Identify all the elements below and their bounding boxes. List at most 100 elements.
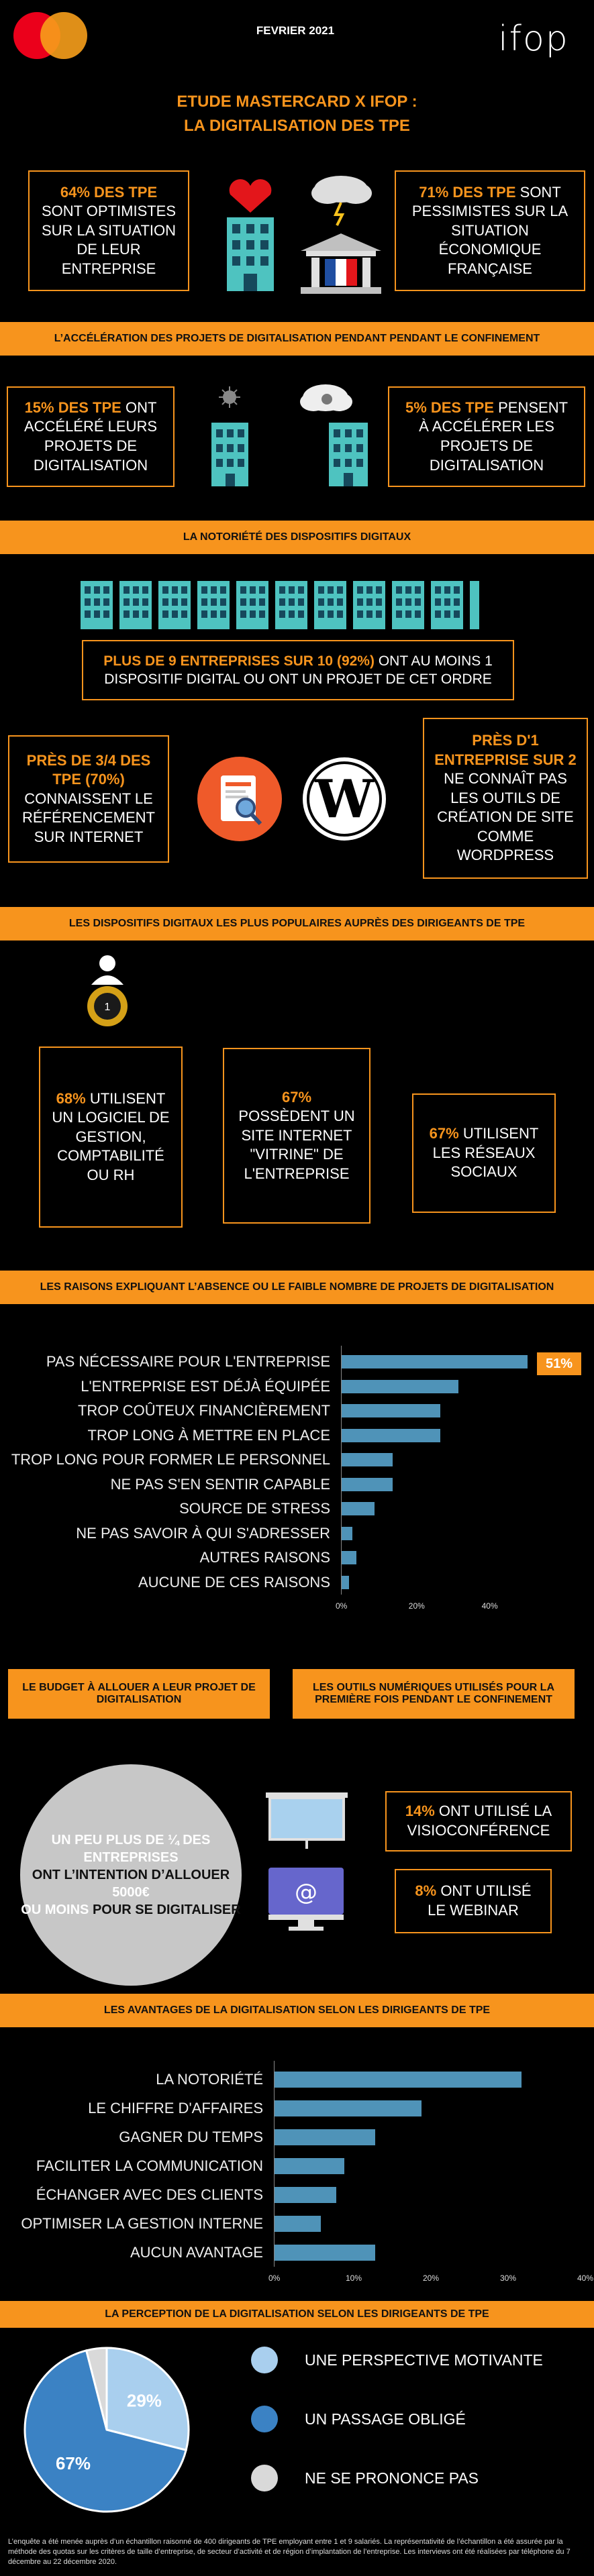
- bar: [342, 1355, 528, 1369]
- stat-webinar: 8% ONT UTILISÉ LE WEBINAR: [395, 1869, 552, 1933]
- stat-optimistic: 64% DES TPE SONT OPTIMISTES SUR LA SITUA…: [28, 170, 189, 291]
- advantages-bar-chart: LA NOTORIÉTÉ LE CHIFFRE D'AFFAIRES GAGNER …: [0, 2058, 594, 2297]
- seo-icon: [197, 757, 282, 841]
- bar-label: PAS NÉCESSAIRE POUR L'ENTREPRISE: [46, 1353, 330, 1371]
- legend-swatch: [251, 2406, 278, 2432]
- tick-label: 30%: [500, 2273, 517, 2283]
- bar-label: NE PAS SAVOIR À QUI S'ADRESSER: [76, 1524, 330, 1542]
- section-perception-banner: LA PERCEPTION DE LA DIGITALISATION SELON…: [0, 2301, 594, 2328]
- virus-building-illustration: [211, 386, 248, 486]
- methodology-footnote: L’enquête a été menée auprès d’un échant…: [8, 2538, 571, 2566]
- budget-title: LE BUDGET À ALLOUER A LEUR PROJET DE DIG…: [8, 1669, 270, 1719]
- bar-label: SOURCE DE STRESS: [179, 1500, 330, 1517]
- tick-label: 20%: [408, 1601, 425, 1611]
- building-icon: [353, 581, 385, 629]
- budget-circle: UN PEU PLUS DE ¼ DES ENTREPRISES ONT L’I…: [20, 1764, 242, 1986]
- bar: [342, 1379, 459, 1393]
- bar: [342, 1404, 440, 1418]
- bar: [275, 2071, 522, 2088]
- tick-label: 40%: [577, 2273, 594, 2283]
- stat-pessimistic: 71% DES TPE SONT PESSIMISTES SUR LA SITU…: [395, 170, 585, 291]
- building-icon: [470, 581, 479, 629]
- bar: [275, 2157, 344, 2174]
- bar-label: TROP LONG À METTRE EN PLACE: [87, 1426, 330, 1444]
- stat-social-networks: 67% UTILISENT LES RÉSEAUX SOCIAUX: [412, 1093, 556, 1213]
- building-icon: [314, 581, 346, 629]
- svg-text:1: 1: [105, 1002, 111, 1013]
- pie-slice: [105, 2347, 190, 2452]
- legend-label: NE SE PRONONCE PAS: [305, 2469, 479, 2487]
- legend-item: NE SE PRONONCE PAS: [251, 2465, 479, 2491]
- medal-person-icon: 1: [87, 955, 128, 1026]
- bar: [275, 2215, 321, 2232]
- legend-swatch: [251, 2465, 278, 2491]
- pie-slice: [23, 2349, 187, 2513]
- bar: [342, 1551, 356, 1565]
- stat-wordpress: PRÈS D'1 ENTREPRISE SUR 2 NE CONNAÎT PAS…: [423, 718, 588, 879]
- visio-screen-icon: [266, 1792, 348, 1849]
- reasons-callout: 51%: [537, 1352, 581, 1375]
- bar: [275, 2244, 375, 2261]
- tick-label: 40%: [481, 1601, 498, 1611]
- cloud-virus-building-illustration: [300, 384, 368, 486]
- legend-item: UN PASSAGE OBLIGÉ: [251, 2406, 466, 2432]
- perception-pie-chart: 29% 67%: [23, 2347, 190, 2513]
- storm-bank-illustration: [301, 176, 381, 294]
- bar: [342, 1428, 440, 1442]
- wordpress-icon: W: [303, 757, 386, 841]
- buildings-row-illustration: [81, 581, 479, 629]
- legend-item: UNE PERSPECTIVE MOTIVANTE: [251, 2347, 543, 2373]
- building-icon: [81, 581, 113, 629]
- building-icon: [119, 581, 152, 629]
- svg-text:@: @: [295, 1879, 317, 1906]
- tick-label: 10%: [346, 2273, 362, 2283]
- bar-label: AUCUNE DE CES RAISONS: [138, 1573, 330, 1591]
- mastercard-logo: [13, 12, 87, 59]
- report-date: FEVRIER 2021: [256, 24, 335, 37]
- stat-software: 68% UTILISENT UN LOGICIEL DE GESTION, CO…: [39, 1046, 183, 1228]
- bar-label: TROP LONG POUR FORMER LE PERSONNEL: [11, 1451, 330, 1468]
- tick-label: 0%: [336, 1601, 348, 1611]
- bar-label: NE PAS S'EN SENTIR CAPABLE: [110, 1475, 330, 1493]
- stat-visio: 14% ONT UTILISÉ LA VISIOCONFÉRENCE: [385, 1791, 572, 1851]
- bar-label: TROP COÛTEUX FINANCIÈREMENT: [77, 1402, 330, 1419]
- svg-text:W: W: [314, 769, 375, 830]
- page-title-line2: LA DIGITALISATION DES TPE: [184, 117, 410, 135]
- building-icon: [158, 581, 191, 629]
- bar: [275, 2186, 336, 2203]
- tools-title: LES OUTILS NUMÉRIQUES UTILISÉS POUR LA P…: [293, 1669, 575, 1719]
- legend-swatch: [251, 2347, 278, 2373]
- building-icon: [197, 581, 230, 629]
- building-icon: [392, 581, 424, 629]
- heart-building-illustration: [227, 179, 274, 291]
- bar-label: AUCUN AVANTAGE: [130, 2243, 263, 2261]
- building-icon: [431, 581, 463, 629]
- bar-label: OPTIMISER LA GESTION INTERNE: [21, 2214, 263, 2232]
- stat-accelerated: 15% DES TPE ONT ACCÉLÉRÉ LEURS PROJETS D…: [7, 386, 175, 487]
- bar: [342, 1502, 375, 1516]
- page-title-line1: ETUDE MASTERCARD X IFOP :: [177, 93, 417, 111]
- reasons-bar-chart: PAS NÉCESSAIRE POUR L'ENTREPRISE L'ENTREP…: [0, 1342, 594, 1623]
- bar-label: GAGNER DU TEMPS: [119, 2128, 263, 2145]
- stat-plan-accelerate: 5% DES TPE PENSENT À ACCÉLÉRER LES PROJE…: [388, 386, 585, 487]
- stat-92-percent: PLUS DE 9 ENTREPRISES SUR 10 (92%) ONT A…: [82, 640, 514, 700]
- section-notoriety-banner: LA NOTORIÉTÉ DES DISPOSITIFS DIGITAUX: [0, 521, 594, 554]
- bar-label: L'ENTREPRISE EST DÉJÀ ÉQUIPÉE: [81, 1377, 330, 1395]
- building-icon: [275, 581, 307, 629]
- chart-axis: [274, 2061, 275, 2267]
- pie-slice: [85, 2347, 108, 2430]
- bar: [342, 1575, 349, 1589]
- legend-label: UN PASSAGE OBLIGÉ: [305, 2410, 466, 2428]
- building-icon: [236, 581, 268, 629]
- bar: [342, 1477, 393, 1491]
- ifop-logo: ifop: [498, 19, 569, 59]
- pie-value-label: 29%: [127, 2391, 162, 2411]
- stat-website: 67% POSSÈDENT UN SITE INTERNET "VITRINE" …: [223, 1048, 370, 1224]
- bar-label: FACILITER LA COMMUNICATION: [36, 2157, 263, 2174]
- bar-label: AUTRES RAISONS: [199, 1549, 330, 1566]
- legend-label: UNE PERSPECTIVE MOTIVANTE: [305, 2351, 543, 2369]
- bar: [342, 1453, 393, 1467]
- bar: [342, 1526, 353, 1540]
- bar-label: LA NOTORIÉTÉ: [156, 2070, 263, 2088]
- bar: [275, 2100, 422, 2116]
